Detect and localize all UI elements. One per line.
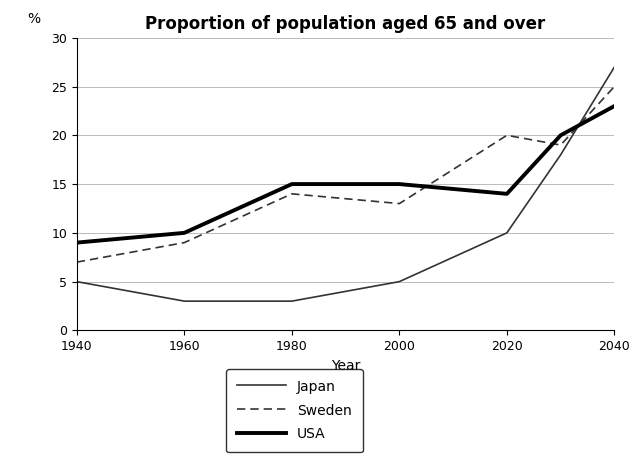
Title: Proportion of population aged 65 and over: Proportion of population aged 65 and ove… bbox=[145, 16, 546, 34]
Legend: Japan, Sweden, USA: Japan, Sweden, USA bbox=[226, 369, 363, 453]
Text: %: % bbox=[28, 12, 40, 26]
X-axis label: Year: Year bbox=[331, 359, 360, 373]
